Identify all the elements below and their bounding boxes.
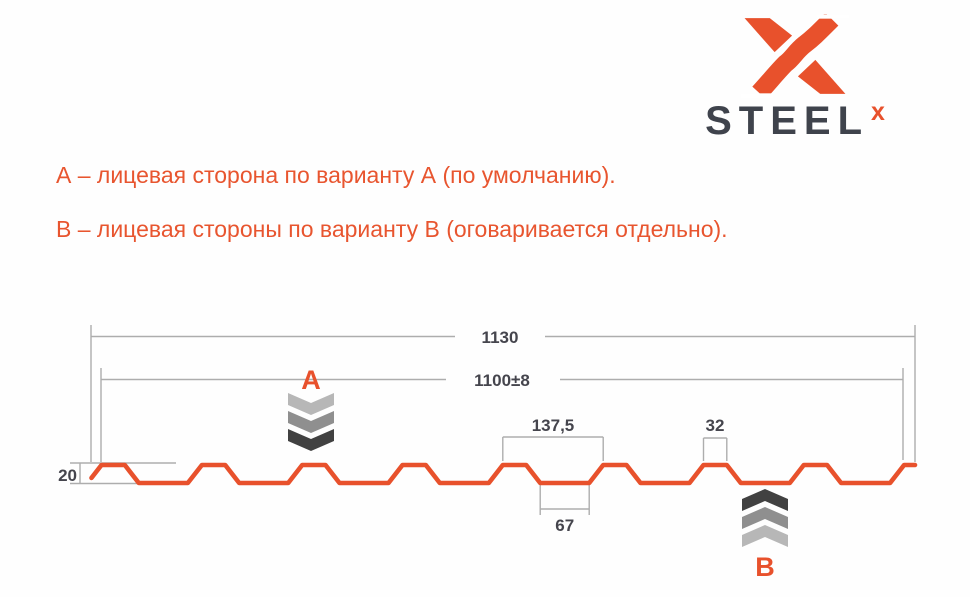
dim-crest-top-label: 32 <box>706 416 725 435</box>
note-line-a: А – лицевая сторона по варианту А (по ум… <box>56 162 616 188</box>
brand-logo: STEELx <box>660 14 930 141</box>
side-a-marker: A <box>288 365 334 451</box>
brand-name: STEELx <box>660 98 930 143</box>
chevron-up-icon <box>742 507 788 529</box>
chevron-down-icon <box>288 429 334 451</box>
brand-x-superscript: x <box>871 98 885 126</box>
dim-rib-pitch: 137,5 <box>502 416 604 461</box>
dim-total-width: 1130 <box>90 325 916 462</box>
dim-cover-width-label: 1100±8 <box>474 371 530 390</box>
side-a-label: A <box>301 365 321 395</box>
dim-rib-pitch-label: 137,5 <box>532 416 575 435</box>
dim-total-width-label: 1130 <box>482 328 519 347</box>
dim-crest-top: 32 <box>702 416 728 461</box>
dim-profile-height-label: 20 <box>58 466 77 485</box>
note-line-b: B – лицевая стороны по варианту B (огова… <box>56 216 728 242</box>
side-b-label: B <box>755 552 775 582</box>
side-b-marker: B <box>742 489 788 582</box>
dim-bottom-flat-label: 67 <box>555 516 574 535</box>
side-b-chevrons <box>742 489 788 547</box>
dim-cover-width: 1100±8 <box>100 368 904 462</box>
dim-bottom-flat: 67 <box>539 485 590 535</box>
chevron-up-icon <box>742 489 788 511</box>
chevron-down-icon <box>288 411 334 433</box>
chevron-down-icon <box>288 393 334 415</box>
side-a-chevrons <box>288 393 334 451</box>
brand-name-text: STEEL <box>705 99 869 143</box>
chevron-up-icon <box>742 525 788 547</box>
steelx-logo-icon <box>740 14 850 98</box>
profile-outline <box>89 462 918 486</box>
